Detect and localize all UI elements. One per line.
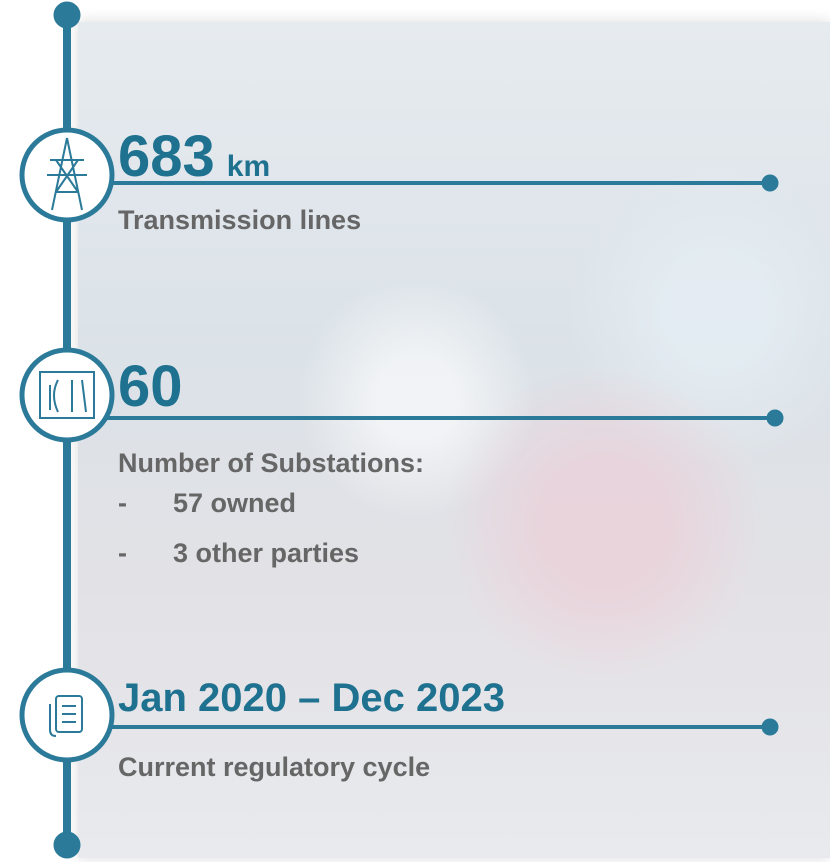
marker: - [118, 488, 173, 518]
stat-value: 60 [118, 358, 183, 416]
unit: km [227, 150, 270, 183]
list-item: -57 owned [118, 488, 296, 518]
stat-label: Transmission lines [118, 205, 361, 235]
marker: - [118, 538, 173, 568]
stat-label: Current regulatory cycle [118, 752, 430, 782]
value: 683 [118, 124, 215, 189]
text: 3 other parties [173, 538, 359, 568]
stat-value: Jan 2020 – Dec 2023 [118, 676, 505, 720]
text: 57 owned [173, 488, 296, 518]
stat-label: Number of Substations: [118, 448, 424, 478]
infographic: 683km Transmission lines 60 Number of Su… [0, 0, 830, 862]
list-item: -3 other parties [118, 538, 359, 568]
